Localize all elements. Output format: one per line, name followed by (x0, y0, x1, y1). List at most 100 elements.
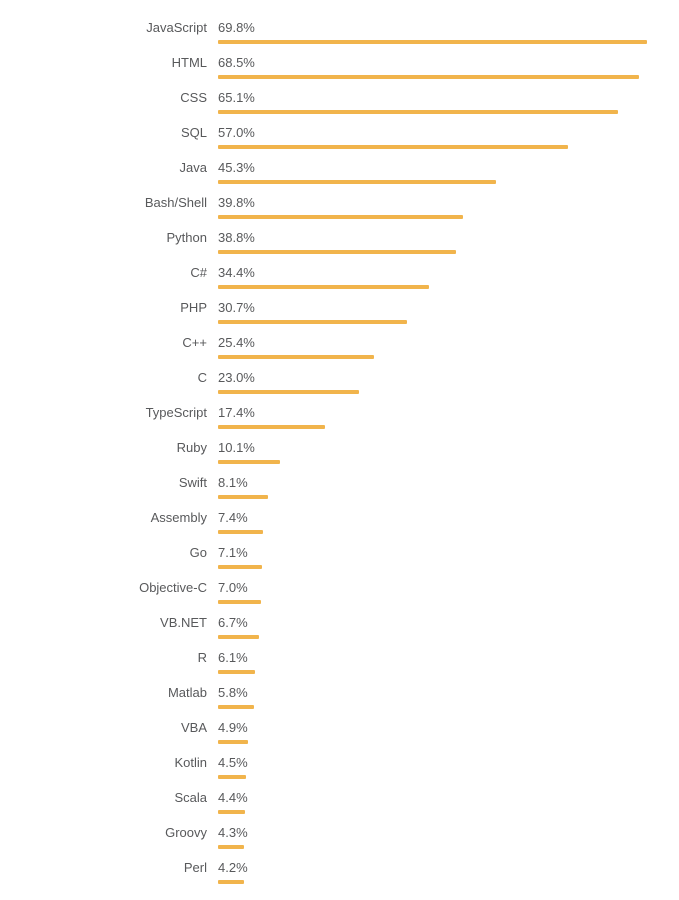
value-label: 7.4% (218, 510, 248, 525)
category-label: VB.NET (160, 615, 207, 630)
category-label: R (197, 650, 207, 665)
bar-area: 4.2% (218, 853, 248, 884)
chart-row: C 23.0% (0, 363, 679, 398)
category-label: CSS (180, 90, 207, 105)
bar (218, 495, 268, 499)
chart-row: C# 34.4% (0, 258, 679, 293)
chart-row: HTML 68.5% (0, 48, 679, 83)
chart-row: R 6.1% (0, 643, 679, 678)
value-label: 6.1% (218, 650, 248, 665)
bar (218, 355, 374, 359)
category-label: Python (166, 230, 207, 245)
value-label: 4.2% (218, 860, 248, 875)
bar-area: 6.7% (218, 608, 259, 639)
chart-row: Ruby 10.1% (0, 433, 679, 468)
bar (218, 285, 429, 289)
category-label: Kotlin (174, 755, 207, 770)
bar-area: 4.5% (218, 748, 248, 779)
value-label: 6.7% (218, 615, 248, 630)
chart-row: Python 38.8% (0, 223, 679, 258)
bar (218, 40, 647, 44)
bar-area: 6.1% (218, 643, 255, 674)
category-label: TypeScript (145, 405, 207, 420)
value-label: 7.1% (218, 545, 248, 560)
value-label: 38.8% (218, 230, 255, 245)
value-label: 68.5% (218, 55, 255, 70)
chart-row: C++ 25.4% (0, 328, 679, 363)
category-label: HTML (171, 55, 207, 70)
chart-row: PHP 30.7% (0, 293, 679, 328)
bar (218, 460, 280, 464)
chart-row: VB.NET 6.7% (0, 608, 679, 643)
bar (218, 215, 463, 219)
bar (218, 600, 261, 604)
bar-area: 38.8% (218, 223, 456, 254)
bar-area: 57.0% (218, 118, 568, 149)
category-label: Perl (183, 860, 207, 875)
value-label: 5.8% (218, 685, 248, 700)
bar-area: 39.8% (218, 188, 463, 219)
bar-area: 69.8% (218, 13, 647, 44)
bar (218, 635, 259, 639)
chart-row: CSS 65.1% (0, 83, 679, 118)
value-label: 17.4% (218, 405, 255, 420)
bar (218, 775, 246, 779)
chart-row: Objective-C 7.0% (0, 573, 679, 608)
category-label: Bash/Shell (144, 195, 207, 210)
value-label: 8.1% (218, 475, 248, 490)
bar (218, 145, 568, 149)
bar (218, 110, 618, 114)
category-label: C++ (182, 335, 207, 350)
bar-area: 17.4% (218, 398, 325, 429)
bar-area: 45.3% (218, 153, 496, 184)
bar-area: 30.7% (218, 293, 407, 324)
bar-area: 5.8% (218, 678, 254, 709)
bar (218, 75, 639, 79)
bar (218, 530, 263, 534)
category-label: Objective-C (139, 580, 207, 595)
value-label: 4.9% (218, 720, 248, 735)
value-label: 34.4% (218, 265, 255, 280)
category-label: VBA (180, 720, 207, 735)
value-label: 4.3% (218, 825, 248, 840)
value-label: 57.0% (218, 125, 255, 140)
bar-area: 25.4% (218, 328, 374, 359)
bar-area: 7.0% (218, 573, 261, 604)
chart-row: Matlab 5.8% (0, 678, 679, 713)
chart-row: JavaScript 69.8% (0, 13, 679, 48)
bar-area: 68.5% (218, 48, 639, 79)
category-label: C# (190, 265, 207, 280)
bar (218, 705, 254, 709)
bar-area: 7.4% (218, 503, 263, 534)
chart-row: Kotlin 4.5% (0, 748, 679, 783)
bar (218, 810, 245, 814)
bar (218, 845, 244, 849)
category-label: Groovy (165, 825, 207, 840)
chart-row: Java 45.3% (0, 153, 679, 188)
value-label: 25.4% (218, 335, 255, 350)
value-label: 4.4% (218, 790, 248, 805)
category-label: JavaScript (146, 20, 207, 35)
category-label: Matlab (167, 685, 207, 700)
bar-area: 7.1% (218, 538, 262, 569)
chart-row: Go 7.1% (0, 538, 679, 573)
chart-row: VBA 4.9% (0, 713, 679, 748)
value-label: 10.1% (218, 440, 255, 455)
chart-row: Bash/Shell 39.8% (0, 188, 679, 223)
bar (218, 250, 456, 254)
chart-row: Scala 4.4% (0, 783, 679, 818)
chart-row: Assembly 7.4% (0, 503, 679, 538)
chart-row: Groovy 4.3% (0, 818, 679, 853)
bar (218, 390, 359, 394)
bar (218, 320, 407, 324)
category-label: Swift (178, 475, 207, 490)
value-label: 69.8% (218, 20, 255, 35)
value-label: 7.0% (218, 580, 248, 595)
category-label: Ruby (176, 440, 207, 455)
category-label: Java (179, 160, 207, 175)
bar-area: 4.3% (218, 818, 248, 849)
value-label: 39.8% (218, 195, 255, 210)
bar-area: 4.9% (218, 713, 248, 744)
